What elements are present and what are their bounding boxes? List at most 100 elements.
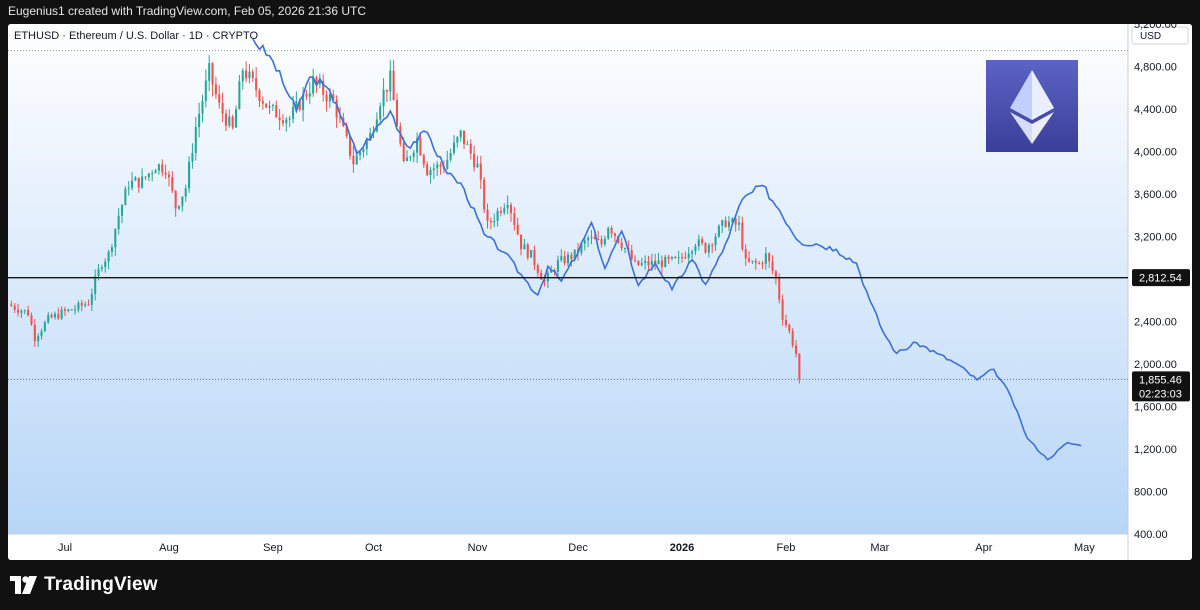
- candle-body: [10, 304, 13, 307]
- currency-label: USD: [1140, 31, 1161, 42]
- candle-body: [466, 143, 469, 145]
- candle-body: [74, 309, 77, 311]
- candle-body: [278, 117, 281, 121]
- candle-body: [198, 113, 201, 128]
- candle-body: [389, 70, 392, 92]
- candle-body: [100, 267, 103, 269]
- time-axis-ticks: Jul Aug Sep Oct Nov Dec 2026 Feb Mar Apr May: [58, 542, 1095, 554]
- candle-body: [171, 177, 174, 191]
- candle-body: [174, 190, 177, 209]
- candle-body: [291, 107, 295, 119]
- ethereum-logo-icon: [986, 60, 1078, 152]
- candle-body: [137, 177, 140, 188]
- candle-body: [17, 309, 20, 313]
- time-tick-label: Aug: [159, 542, 179, 554]
- candle-body: [587, 237, 590, 241]
- candle-body: [302, 94, 305, 110]
- candle-body: [432, 168, 435, 170]
- candle-body: [40, 331, 43, 337]
- candle-body: [486, 209, 489, 221]
- candle-body: [110, 247, 113, 252]
- price-axis-ticks: 400.00 800.00 1,200.00 1,600.00 2,000.00 2,40…: [1134, 24, 1177, 541]
- candle-body: [781, 299, 784, 320]
- candle-body: [717, 225, 720, 237]
- candle-body: [84, 304, 87, 306]
- time-tick-label: Oct: [365, 542, 382, 554]
- candle-body: [335, 99, 338, 118]
- price-tick-label: 1,600.00: [1134, 402, 1177, 414]
- candle-body: [694, 246, 697, 252]
- currency-box[interactable]: [1131, 26, 1189, 45]
- candle-body: [318, 80, 321, 85]
- candle-body: [332, 94, 335, 100]
- price-chart[interactable]: ETHUSD · Ethereum / U.S. Dollar · 1D · C…: [8, 24, 1192, 560]
- price-tick-label: 3,200.00: [1134, 232, 1177, 244]
- candle-body: [214, 84, 217, 95]
- candle-body: [369, 133, 372, 140]
- time-tick-label: Mar: [870, 542, 889, 554]
- candle-body: [120, 205, 124, 216]
- candle-body: [509, 204, 513, 214]
- candle-body: [305, 94, 308, 97]
- candle-body: [583, 240, 586, 244]
- candle-body: [134, 177, 137, 181]
- candle-body: [53, 313, 56, 318]
- candle-body: [201, 100, 204, 114]
- candle-body: [603, 238, 606, 245]
- plot-background: [8, 24, 1128, 534]
- candle-body: [204, 80, 207, 101]
- price-tick-label: 3,600.00: [1134, 189, 1177, 201]
- candle-body: [268, 106, 271, 108]
- candle-body: [251, 71, 254, 79]
- candle-body: [597, 239, 600, 241]
- candle-body: [600, 239, 603, 245]
- candle-body: [459, 130, 462, 138]
- time-tick-label: 2026: [670, 542, 694, 554]
- candle-body: [566, 254, 570, 264]
- candle-body: [573, 249, 576, 260]
- candle-body: [784, 319, 788, 326]
- candle-body: [241, 70, 244, 82]
- price-tick-label: 4,800.00: [1134, 62, 1177, 74]
- candle-body: [33, 324, 36, 342]
- candle-body: [426, 164, 429, 176]
- candle-body: [13, 306, 16, 310]
- candle-body: [794, 345, 798, 354]
- level-price-tag: 2,812.54: [1132, 269, 1190, 287]
- candle-body: [691, 251, 694, 254]
- candle-body: [328, 94, 331, 102]
- price-tick-label: 800.00: [1134, 487, 1168, 499]
- candle-body: [590, 237, 593, 239]
- candle-body: [147, 173, 150, 178]
- chart-panel[interactable]: ETHUSD · Ethereum / U.S. Dollar · 1D · C…: [8, 24, 1192, 560]
- candle-body: [530, 250, 533, 258]
- candle-body: [556, 260, 559, 272]
- candle-body: [177, 205, 181, 209]
- price-candles: [10, 55, 801, 384]
- level-price-label: 2,812.54: [1139, 273, 1182, 285]
- candle-body: [402, 143, 405, 162]
- candle-body: [37, 336, 40, 342]
- candle-body: [154, 170, 157, 174]
- candle-body: [416, 138, 419, 153]
- candle-body: [610, 227, 613, 234]
- time-tick-label: Nov: [468, 542, 488, 554]
- candle-body: [758, 262, 761, 264]
- candle-body: [234, 109, 238, 128]
- candle-body: [697, 239, 700, 247]
- candle-body: [261, 101, 264, 104]
- candle-countdown: 02:23:03: [1139, 388, 1182, 400]
- candle-body: [657, 260, 660, 265]
- candle-body: [255, 78, 258, 91]
- candle-body: [741, 222, 744, 250]
- candle-body: [23, 310, 26, 312]
- candle-body: [724, 220, 727, 227]
- candle-body: [248, 71, 251, 79]
- tradingview-logo-icon: [10, 576, 37, 594]
- candle-body: [637, 260, 640, 266]
- candle-body: [778, 278, 781, 300]
- price-tick-label: 400.00: [1134, 529, 1168, 541]
- candle-body: [721, 220, 724, 226]
- candle-body: [144, 176, 147, 178]
- candle-body: [211, 63, 214, 85]
